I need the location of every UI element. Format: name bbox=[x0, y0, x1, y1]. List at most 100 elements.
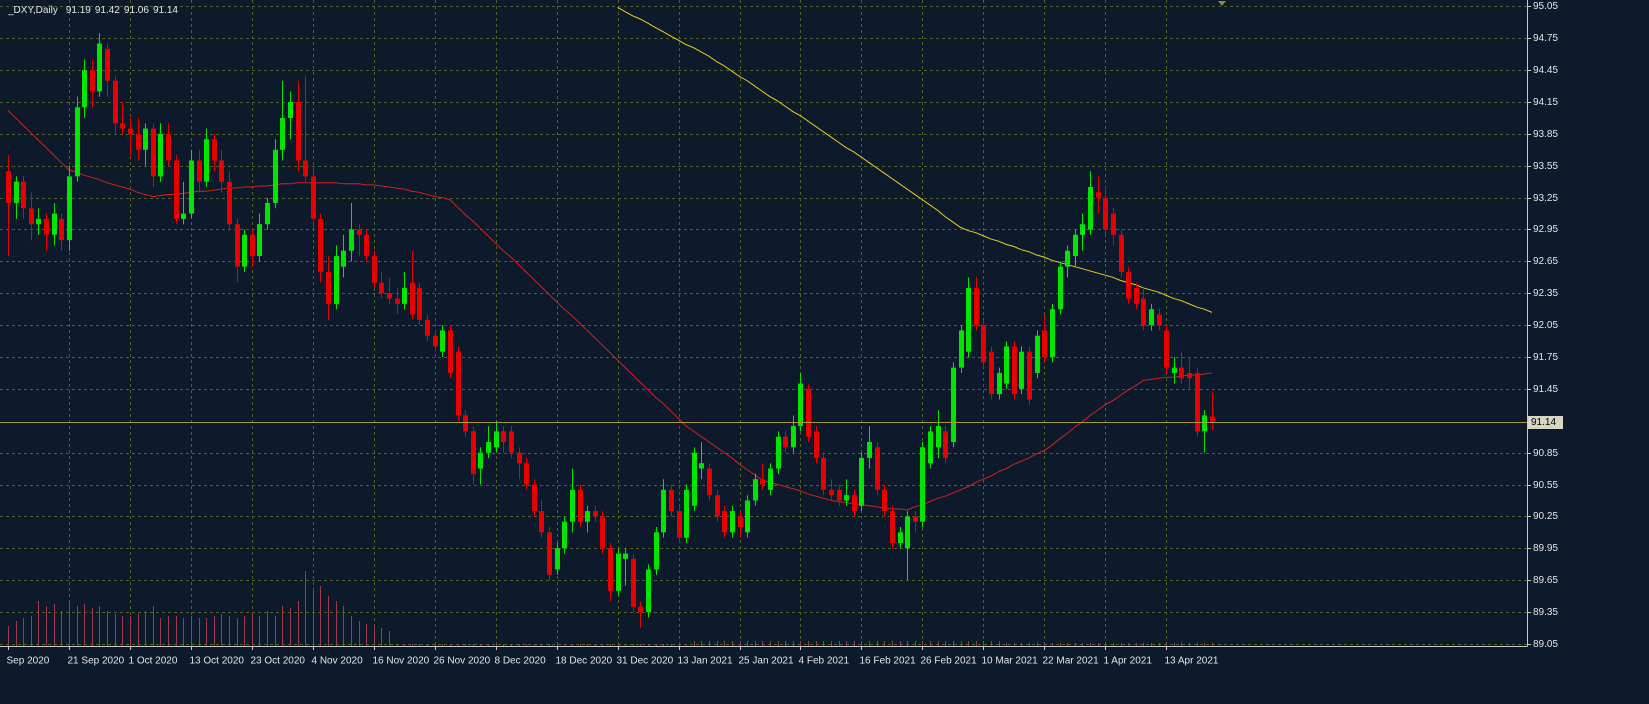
candle-body bbox=[661, 489, 666, 533]
candle-body bbox=[798, 383, 803, 427]
candle-body bbox=[1149, 309, 1154, 326]
candle-body bbox=[517, 452, 522, 464]
candle-body bbox=[1195, 372, 1200, 432]
x-tick-label: 26 Feb 2021 bbox=[921, 656, 978, 667]
candle-body bbox=[1179, 367, 1184, 379]
y-tick-label: 89.05 bbox=[1533, 639, 1558, 650]
x-tick-label: 31 Dec 2020 bbox=[617, 656, 674, 667]
candle-body bbox=[204, 139, 209, 182]
candle-body bbox=[6, 171, 11, 203]
candle-body bbox=[1065, 250, 1070, 267]
candle-body bbox=[646, 569, 651, 612]
candle-body bbox=[562, 521, 567, 549]
candle-body bbox=[59, 218, 64, 241]
candle-body bbox=[844, 495, 849, 501]
candle-body bbox=[143, 128, 148, 150]
candle-body bbox=[966, 287, 971, 352]
candle-body bbox=[684, 489, 689, 538]
candle-body bbox=[989, 351, 994, 395]
moving-average-line bbox=[7, 110, 1213, 511]
candle-body bbox=[501, 431, 506, 442]
candle-body bbox=[265, 202, 270, 225]
y-tick-label: 92.95 bbox=[1533, 224, 1558, 235]
candle-body bbox=[29, 208, 34, 225]
x-tick-label: 26 Nov 2020 bbox=[434, 656, 491, 667]
candle-body bbox=[509, 431, 514, 453]
candle-body bbox=[753, 479, 758, 501]
candle-body bbox=[638, 606, 643, 612]
candle-body bbox=[349, 229, 354, 251]
x-tick-label: 21 Sep 2020 bbox=[68, 656, 125, 667]
candle-body bbox=[669, 489, 674, 512]
candle-body bbox=[890, 511, 895, 543]
candle-body bbox=[738, 516, 743, 527]
candle-body bbox=[1019, 351, 1024, 389]
candle-body bbox=[1042, 330, 1047, 357]
candle-body bbox=[578, 489, 583, 522]
candle-body bbox=[379, 282, 384, 294]
candle-body bbox=[1126, 272, 1131, 299]
y-tick-label: 93.85 bbox=[1533, 129, 1558, 140]
candle-body bbox=[760, 479, 765, 485]
candle-body bbox=[1172, 367, 1177, 373]
candle-body bbox=[974, 287, 979, 326]
candle-body bbox=[303, 160, 308, 177]
candle-body bbox=[555, 548, 560, 570]
candle-body bbox=[882, 489, 887, 512]
candle-body bbox=[928, 431, 933, 464]
last-price-box bbox=[1528, 416, 1563, 429]
x-tick-label: 13 Oct 2020 bbox=[190, 656, 245, 667]
candle-body bbox=[433, 335, 438, 347]
x-tick-label: 25 Jan 2021 bbox=[739, 656, 794, 667]
x-tick-label: 13 Jan 2021 bbox=[678, 656, 733, 667]
candle-body bbox=[593, 511, 598, 517]
candle-body bbox=[97, 43, 102, 92]
x-tick-label: 1 Oct 2020 bbox=[129, 656, 178, 667]
candle-body bbox=[783, 436, 788, 448]
candle-body bbox=[1141, 298, 1146, 326]
candle-body bbox=[715, 495, 720, 517]
candle-body bbox=[1134, 287, 1139, 304]
candle-body bbox=[1088, 187, 1093, 230]
candle-body bbox=[440, 330, 445, 352]
high-value: 91.42 bbox=[95, 5, 120, 16]
candle-body bbox=[806, 388, 811, 437]
shift-marker bbox=[1218, 1, 1226, 6]
candle-body bbox=[288, 102, 293, 118]
candle-body bbox=[1210, 416, 1215, 422]
y-tick-label: 91.75 bbox=[1533, 352, 1558, 363]
y-tick-label: 91.45 bbox=[1533, 384, 1558, 395]
candle-body bbox=[364, 234, 369, 257]
candle-body bbox=[730, 511, 735, 533]
candle-body bbox=[166, 133, 171, 161]
candle-body bbox=[791, 426, 796, 448]
candle-body bbox=[707, 468, 712, 496]
candle-body bbox=[837, 489, 842, 501]
candle-body bbox=[981, 325, 986, 363]
candle-body bbox=[90, 70, 95, 92]
candle-body bbox=[158, 133, 163, 177]
candle-body bbox=[1187, 372, 1192, 379]
candle-body bbox=[524, 463, 529, 485]
candle-body bbox=[608, 548, 613, 591]
candle-body bbox=[52, 213, 57, 235]
candle-body bbox=[600, 516, 605, 549]
x-tick-label: 22 Mar 2021 bbox=[1043, 656, 1100, 667]
candle-body bbox=[402, 287, 407, 304]
close-value: 91.14 bbox=[153, 5, 178, 16]
candle-body bbox=[357, 229, 362, 235]
candle-body bbox=[174, 160, 179, 219]
y-tick-label: 90.55 bbox=[1533, 480, 1558, 491]
candle-body bbox=[417, 287, 422, 320]
candle-body bbox=[486, 442, 491, 453]
candle-body bbox=[410, 282, 415, 315]
candle-body bbox=[1157, 314, 1162, 326]
candle-body bbox=[456, 351, 461, 416]
candle-body bbox=[699, 463, 704, 469]
candle-body bbox=[128, 128, 133, 134]
candle-body bbox=[539, 511, 544, 533]
candle-body bbox=[44, 218, 49, 235]
ma-layer bbox=[7, 7, 1213, 511]
candle-body bbox=[212, 139, 217, 161]
